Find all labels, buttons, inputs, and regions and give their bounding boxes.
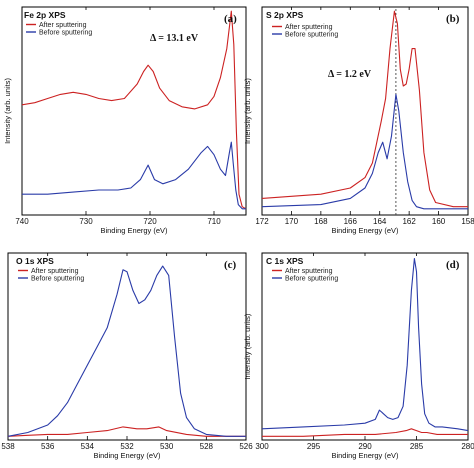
x-axis-label: Binding Energy (eV) bbox=[100, 226, 168, 235]
y-axis-label: Intensity (arb. units) bbox=[243, 78, 252, 144]
x-tick-label: 528 bbox=[200, 442, 214, 451]
x-axis-label: Binding Energy (eV) bbox=[93, 451, 161, 460]
x-axis-label: Binding Energy (eV) bbox=[331, 226, 399, 235]
legend-label: Before sputtering bbox=[31, 276, 84, 283]
x-tick-label: 166 bbox=[344, 217, 358, 226]
y-axis-label: Intensity (arb. units) bbox=[243, 313, 252, 379]
panel-title: C 1s XPS bbox=[266, 256, 304, 266]
legend-label: Before sputtering bbox=[39, 30, 92, 37]
x-tick-label: 160 bbox=[432, 217, 446, 226]
before-sputtering-line bbox=[22, 141, 246, 210]
plot-frame bbox=[261, 6, 469, 216]
delta-annotation: Δ = 13.1 eV bbox=[150, 33, 199, 44]
x-tick-label: 740 bbox=[15, 217, 29, 226]
panel-title: Fe 2p XPS bbox=[24, 10, 66, 20]
legend-label: Before sputtering bbox=[285, 276, 338, 283]
panel-c: 538 536 534 532 530 528 526 Binding Energy (eV)… bbox=[1, 252, 253, 460]
x-tick-label: 170 bbox=[285, 217, 299, 226]
x-tick-label: 532 bbox=[120, 442, 134, 451]
x-tick-label: 720 bbox=[143, 217, 157, 226]
x-tick-label: 280 bbox=[461, 442, 474, 451]
panel-a: 740 730 720 710 Binding Energy (eV) Intensity… bbox=[3, 6, 247, 235]
x-tick-label: 290 bbox=[358, 442, 372, 451]
x-tick-label: 164 bbox=[373, 217, 387, 226]
before-sputtering-line bbox=[7, 265, 246, 437]
x-tick-label: 295 bbox=[307, 442, 321, 451]
x-tick-label: 538 bbox=[1, 442, 15, 451]
x-tick-label: 530 bbox=[160, 442, 174, 451]
x-tick-label: 300 bbox=[255, 442, 269, 451]
delta-annotation: Δ = 1.2 eV bbox=[328, 69, 372, 80]
plot-frame bbox=[21, 6, 247, 216]
after-sputtering-line bbox=[21, 10, 247, 210]
legend-label: After sputtering bbox=[285, 24, 333, 31]
x-tick-label: 536 bbox=[41, 442, 55, 451]
panel-label: (b) bbox=[446, 13, 460, 25]
panel-title: O 1s XPS bbox=[16, 256, 54, 266]
x-tick-label: 285 bbox=[410, 442, 424, 451]
y-axis-label: Intensity (arb. units) bbox=[3, 78, 12, 144]
legend-label: Before sputtering bbox=[285, 32, 338, 39]
x-tick-label: 162 bbox=[402, 217, 416, 226]
after-sputtering-line bbox=[262, 428, 468, 437]
x-tick-label: 730 bbox=[79, 217, 93, 226]
x-tick-label: 172 bbox=[255, 217, 269, 226]
after-sputtering-line bbox=[7, 426, 246, 437]
after-sputtering-line bbox=[261, 10, 468, 208]
x-tick-label: 534 bbox=[81, 442, 95, 451]
before-sputtering-line bbox=[261, 93, 468, 210]
panel-title: S 2p XPS bbox=[266, 10, 304, 20]
x-tick-label: 526 bbox=[239, 442, 253, 451]
panel-b: 172 170 168 166 164 162 160 158 Binding Energy (… bbox=[243, 6, 474, 235]
legend-label: After sputtering bbox=[31, 268, 79, 275]
x-tick-label: 158 bbox=[461, 217, 474, 226]
legend-label: After sputtering bbox=[285, 268, 333, 275]
panel-label: (d) bbox=[446, 259, 460, 271]
x-tick-label: 168 bbox=[314, 217, 328, 226]
x-axis-label: Binding Energy (eV) bbox=[331, 451, 399, 460]
panel-d: 300 295 290 285 280 Binding Energy (eV) Intens… bbox=[243, 252, 474, 460]
panel-label: (c) bbox=[224, 259, 237, 271]
panel-label: (a) bbox=[224, 13, 237, 25]
legend-label: After sputtering bbox=[39, 22, 87, 29]
before-sputtering-line bbox=[261, 258, 469, 432]
x-tick-label: 710 bbox=[207, 217, 221, 226]
